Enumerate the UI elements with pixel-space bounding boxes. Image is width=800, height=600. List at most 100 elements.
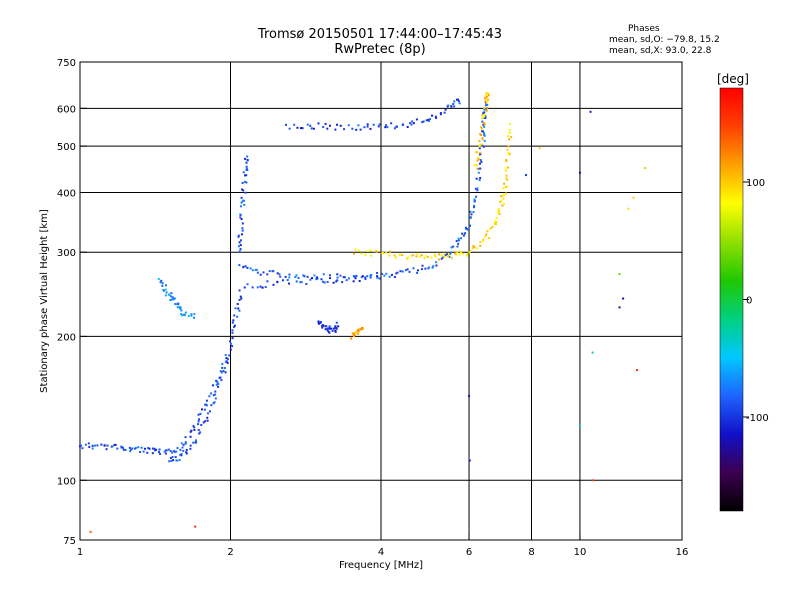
data-point [169, 449, 172, 452]
phases-title: Phases [628, 24, 660, 34]
data-point [244, 191, 247, 194]
data-point [507, 145, 510, 148]
data-point [231, 331, 234, 334]
data-point [369, 275, 372, 278]
data-point [170, 292, 173, 295]
data-point [406, 268, 409, 271]
data-point [135, 446, 138, 449]
data-point [364, 253, 367, 256]
data-point [198, 432, 201, 435]
data-point [343, 128, 346, 131]
data-point [431, 114, 434, 117]
data-point [330, 327, 333, 330]
data-point [189, 435, 192, 438]
data-point [175, 450, 178, 453]
data-point [352, 275, 355, 278]
data-point [210, 392, 213, 395]
data-point [169, 299, 172, 302]
data-point [423, 257, 426, 260]
data-point [176, 447, 179, 450]
data-point [197, 413, 200, 416]
data-point [484, 96, 487, 99]
data-point [484, 97, 487, 100]
data-point [111, 445, 114, 448]
data-point [473, 204, 476, 207]
data-point [319, 322, 322, 325]
data-point [396, 271, 399, 274]
data-point [206, 416, 209, 419]
data-point [505, 158, 508, 161]
data-point [222, 370, 225, 373]
data-point [447, 252, 450, 255]
data-point [206, 412, 209, 415]
data-point [238, 264, 241, 267]
x-axis-label: Frequency [MHz] [339, 560, 423, 571]
data-point [493, 222, 496, 225]
data-point [417, 269, 420, 272]
data-point [195, 439, 198, 442]
x-axis-ticks: 1 2 4 6 8 10 16 [77, 533, 688, 558]
data-point [137, 446, 140, 449]
data-point [446, 252, 449, 255]
data-point [502, 187, 505, 190]
data-point [245, 181, 248, 184]
data-point [472, 211, 475, 214]
data-point [482, 238, 485, 241]
data-point [208, 395, 211, 398]
data-point [192, 424, 195, 427]
colorbar-tick-label: 0 [746, 296, 752, 307]
data-point [430, 256, 433, 259]
data-point [276, 280, 279, 283]
data-point [278, 273, 281, 276]
data-point [176, 459, 179, 462]
data-point [466, 254, 469, 257]
data-point [395, 125, 398, 128]
data-point [80, 444, 83, 447]
data-point [240, 201, 243, 204]
data-point [452, 103, 455, 106]
x-tick-label: 10 [574, 547, 587, 558]
data-point [231, 329, 234, 332]
data-point [315, 278, 318, 281]
data-point [225, 357, 228, 360]
data-point [216, 381, 219, 384]
data-point [244, 265, 247, 268]
data-point [229, 340, 232, 343]
data-point [239, 213, 242, 216]
data-point [219, 370, 222, 373]
data-point [425, 119, 428, 122]
data-point [450, 246, 453, 249]
data-point [468, 224, 471, 227]
data-point [427, 119, 430, 122]
data-point [182, 443, 185, 446]
data-point [324, 328, 327, 331]
data-point [381, 272, 384, 275]
data-point [456, 245, 459, 248]
data-point [215, 380, 218, 383]
data-point [388, 254, 391, 257]
x-tick-label: 6 [466, 547, 472, 558]
data-point [276, 272, 279, 275]
data-point [394, 256, 397, 259]
data-point [360, 276, 363, 279]
data-point [303, 275, 306, 278]
data-point [482, 112, 485, 115]
data-point [466, 228, 469, 231]
data-point [153, 449, 156, 452]
data-point [468, 251, 471, 254]
data-point [384, 126, 387, 129]
data-point [462, 234, 465, 237]
data-point [376, 276, 379, 279]
data-point [241, 227, 244, 230]
data-point [393, 127, 396, 130]
data-point [226, 361, 229, 364]
data-point [288, 127, 291, 130]
data-point [243, 286, 246, 289]
data-point [479, 133, 482, 136]
data-point [479, 159, 482, 162]
data-point [236, 303, 239, 306]
data-point [299, 281, 302, 284]
data-point [241, 229, 244, 232]
data-point [262, 271, 265, 274]
